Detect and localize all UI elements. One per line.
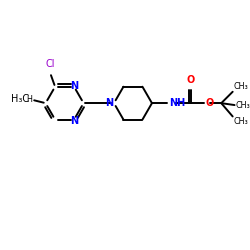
Text: N: N: [105, 98, 113, 108]
Text: CH₃: CH₃: [234, 118, 248, 126]
Text: NH: NH: [169, 98, 185, 108]
Text: N: N: [70, 81, 78, 91]
Text: O: O: [205, 98, 214, 108]
Text: H₃C: H₃C: [11, 94, 30, 104]
Text: H: H: [26, 95, 32, 104]
Text: CH₃: CH₃: [234, 82, 248, 91]
Text: Cl: Cl: [46, 59, 55, 69]
Text: N: N: [70, 116, 78, 126]
Text: CH₃: CH₃: [236, 100, 250, 110]
Text: O: O: [187, 75, 195, 85]
